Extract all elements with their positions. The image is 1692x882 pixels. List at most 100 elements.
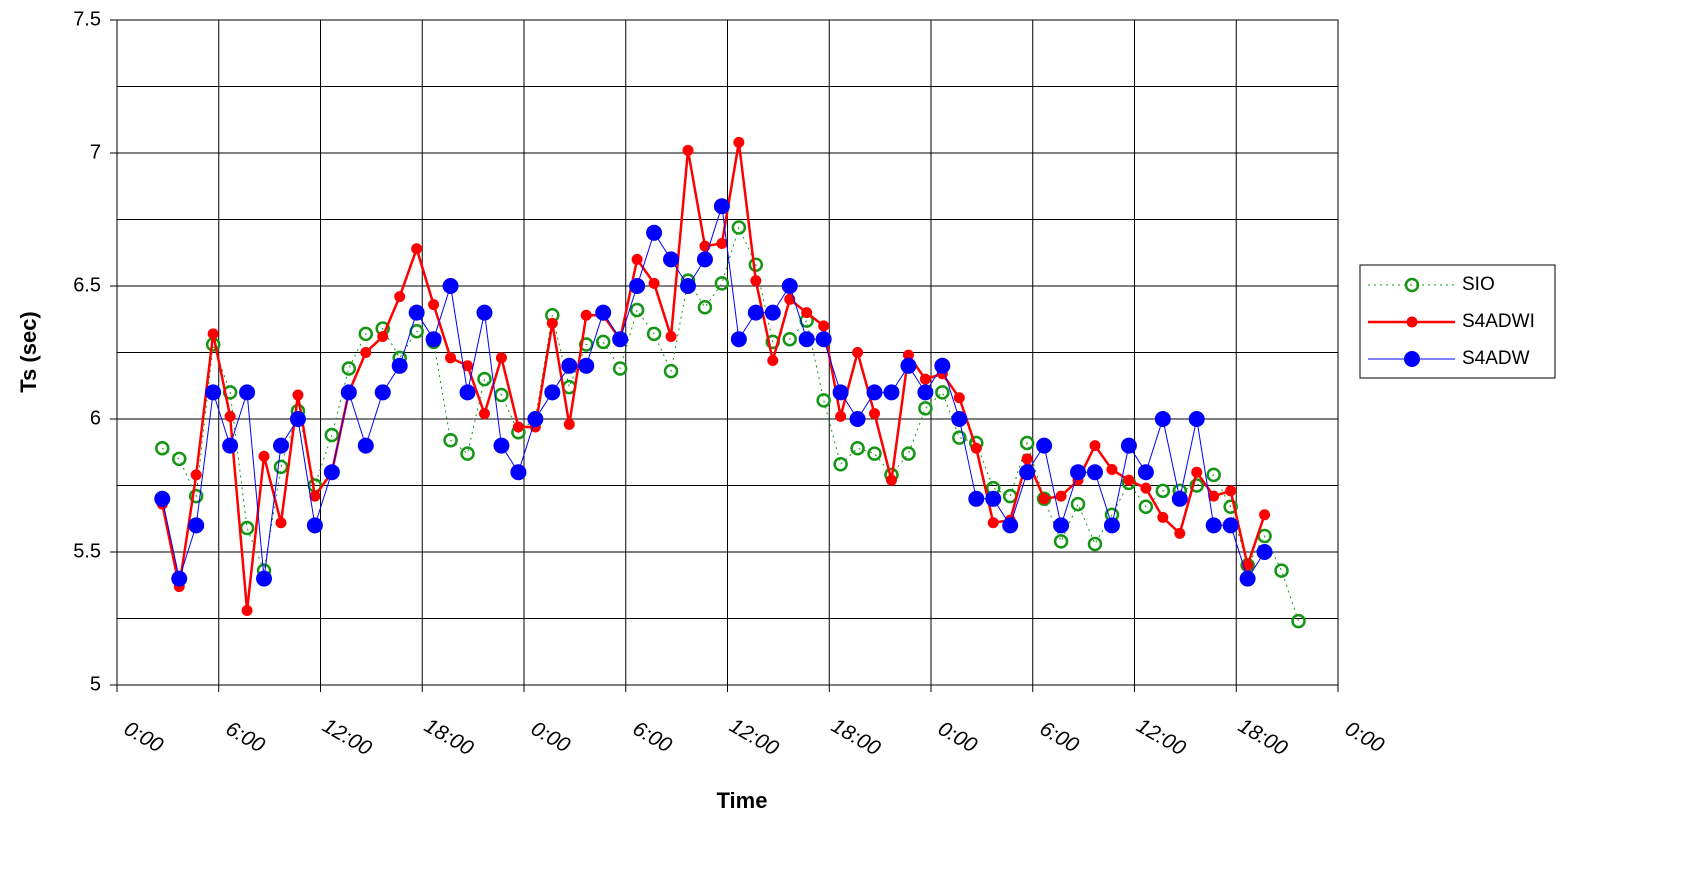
data-point — [733, 136, 745, 148]
x-tick-label: 18:00 — [827, 714, 884, 760]
data-point — [1070, 496, 1086, 512]
legend-label: SIO — [1462, 274, 1495, 295]
data-point — [1157, 511, 1169, 523]
data-point — [239, 384, 256, 401]
x-tick-label: 0:00 — [120, 717, 167, 758]
data-point — [1189, 478, 1204, 493]
data-point — [1053, 534, 1069, 549]
data-point — [289, 411, 306, 427]
data-point — [750, 275, 762, 287]
data-point — [425, 331, 442, 348]
data-point — [696, 251, 713, 268]
data-point — [1222, 517, 1239, 534]
data-point — [679, 278, 696, 294]
x-axis-label: Time — [717, 788, 768, 813]
y-tick-label: 6.5 — [73, 274, 101, 296]
legend-label: S4ADWI — [1462, 311, 1535, 332]
data-point — [462, 360, 474, 372]
data-point — [1291, 613, 1306, 629]
data-point — [292, 389, 304, 401]
data-point — [1171, 490, 1188, 507]
series-line — [161, 206, 1265, 581]
data-point — [1123, 474, 1135, 486]
data-point — [869, 408, 881, 420]
data-point — [1239, 570, 1256, 587]
y-tick-label: 5.5 — [73, 540, 101, 562]
data-point — [832, 384, 849, 401]
data-point — [781, 278, 798, 294]
data-point — [835, 410, 847, 422]
data-point — [1174, 527, 1186, 539]
x-tick-label: 6:00 — [1036, 717, 1083, 758]
data-point — [934, 357, 951, 374]
data-point — [801, 307, 813, 319]
data-point — [1274, 563, 1289, 578]
data-point — [867, 446, 882, 461]
data-point — [987, 517, 999, 529]
data-point — [646, 224, 663, 241]
data-point — [1137, 464, 1154, 481]
data-point — [730, 331, 747, 348]
x-tick-label: 18:00 — [420, 714, 477, 760]
data-point — [241, 605, 253, 617]
y-tick-label: 7.5 — [73, 8, 101, 30]
data-point — [1070, 464, 1087, 481]
y-tick-label: 6 — [90, 407, 101, 429]
data-point — [731, 220, 747, 235]
data-point — [188, 488, 204, 504]
data-point — [648, 277, 660, 289]
data-point — [512, 421, 524, 433]
data-point — [358, 326, 374, 342]
data-point — [935, 385, 950, 400]
data-point — [885, 474, 897, 486]
data-point — [682, 144, 694, 156]
data-point — [341, 361, 357, 376]
data-point — [866, 384, 883, 401]
legend-label: S4ADW — [1462, 348, 1530, 369]
data-point — [713, 198, 730, 215]
data-point — [476, 304, 493, 321]
data-point — [1002, 517, 1019, 534]
data-point — [1191, 466, 1203, 478]
data-point — [256, 570, 273, 587]
data-point — [510, 464, 527, 481]
legend-marker — [1404, 351, 1420, 367]
data-point — [595, 304, 612, 321]
data-point — [1053, 517, 1070, 534]
data-point — [1155, 483, 1171, 499]
data-point — [155, 441, 170, 456]
x-tick-label: 12:00 — [725, 714, 782, 760]
data-point — [171, 570, 188, 587]
data-point — [1154, 411, 1171, 427]
data-point — [816, 393, 831, 408]
data-point — [595, 334, 611, 350]
data-point — [1089, 440, 1101, 452]
data-point — [697, 300, 713, 315]
data-point — [309, 490, 321, 502]
data-point — [784, 293, 796, 305]
data-point — [207, 328, 219, 340]
data-point — [1021, 453, 1033, 465]
data-point — [631, 253, 643, 265]
data-point — [340, 384, 357, 401]
data-point — [970, 442, 982, 454]
data-point — [377, 331, 389, 343]
data-point — [1055, 490, 1067, 502]
data-point — [663, 363, 679, 379]
data-point — [275, 517, 287, 529]
data-point — [391, 357, 408, 374]
data-point — [323, 464, 340, 481]
data-point — [477, 371, 492, 387]
plot-frame — [116, 19, 1339, 686]
x-tick-label: 0:00 — [934, 717, 981, 758]
data-point — [629, 302, 645, 318]
data-point — [918, 401, 933, 416]
data-point — [222, 437, 239, 454]
data-point — [1259, 509, 1271, 521]
x-tick-label: 12:00 — [318, 714, 375, 760]
data-point — [578, 337, 594, 352]
y-tick-label: 7 — [90, 141, 101, 163]
data-point — [716, 237, 728, 249]
data-point — [578, 357, 595, 374]
